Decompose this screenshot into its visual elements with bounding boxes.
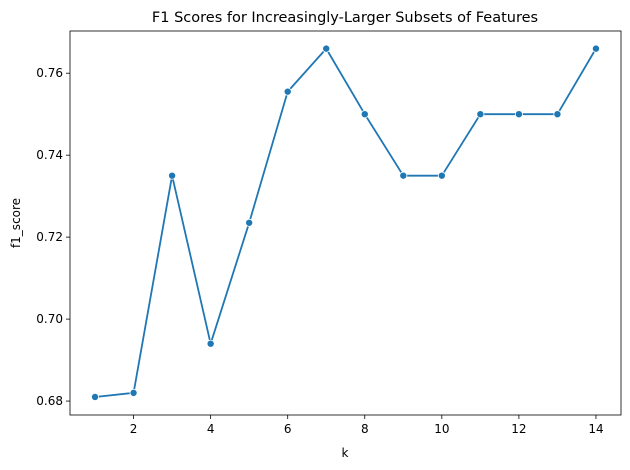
plot-area <box>91 44 600 401</box>
y-tick-label: 0.70 <box>36 312 63 326</box>
data-point <box>91 392 100 401</box>
data-point <box>283 87 292 96</box>
data-point <box>129 388 138 397</box>
series-line <box>94 47 597 398</box>
x-tick-label: 6 <box>284 422 292 436</box>
y-tick-label: 0.72 <box>36 230 63 244</box>
x-tick-label: 8 <box>361 422 369 436</box>
x-axis-title: k <box>342 446 349 460</box>
data-point <box>168 171 177 180</box>
data-point <box>514 110 523 119</box>
plot-frame <box>69 30 622 416</box>
data-point <box>553 110 562 119</box>
axes: 2 4 6 8 10 12 14 0.68 0.70 0.72 0.74 0.76 <box>36 66 603 436</box>
data-point <box>322 44 331 53</box>
y-tick-label: 0.76 <box>36 66 63 80</box>
y-tick-label: 0.68 <box>36 394 63 408</box>
chart-title: F1 Scores for Increasingly-Larger Subset… <box>152 10 538 26</box>
data-point <box>476 110 485 119</box>
y-axis-title: f1_score <box>9 198 23 248</box>
x-tick-label: 14 <box>588 422 603 436</box>
data-point <box>591 44 600 53</box>
data-point <box>437 171 446 180</box>
data-point <box>360 110 369 119</box>
data-point <box>206 339 215 348</box>
x-tick-label: 12 <box>511 422 526 436</box>
x-tick-label: 2 <box>130 422 138 436</box>
y-tick-label: 0.74 <box>36 148 63 162</box>
data-point <box>399 171 408 180</box>
data-point <box>245 218 254 227</box>
x-tick-label: 10 <box>434 422 449 436</box>
x-tick-label: 4 <box>207 422 215 436</box>
